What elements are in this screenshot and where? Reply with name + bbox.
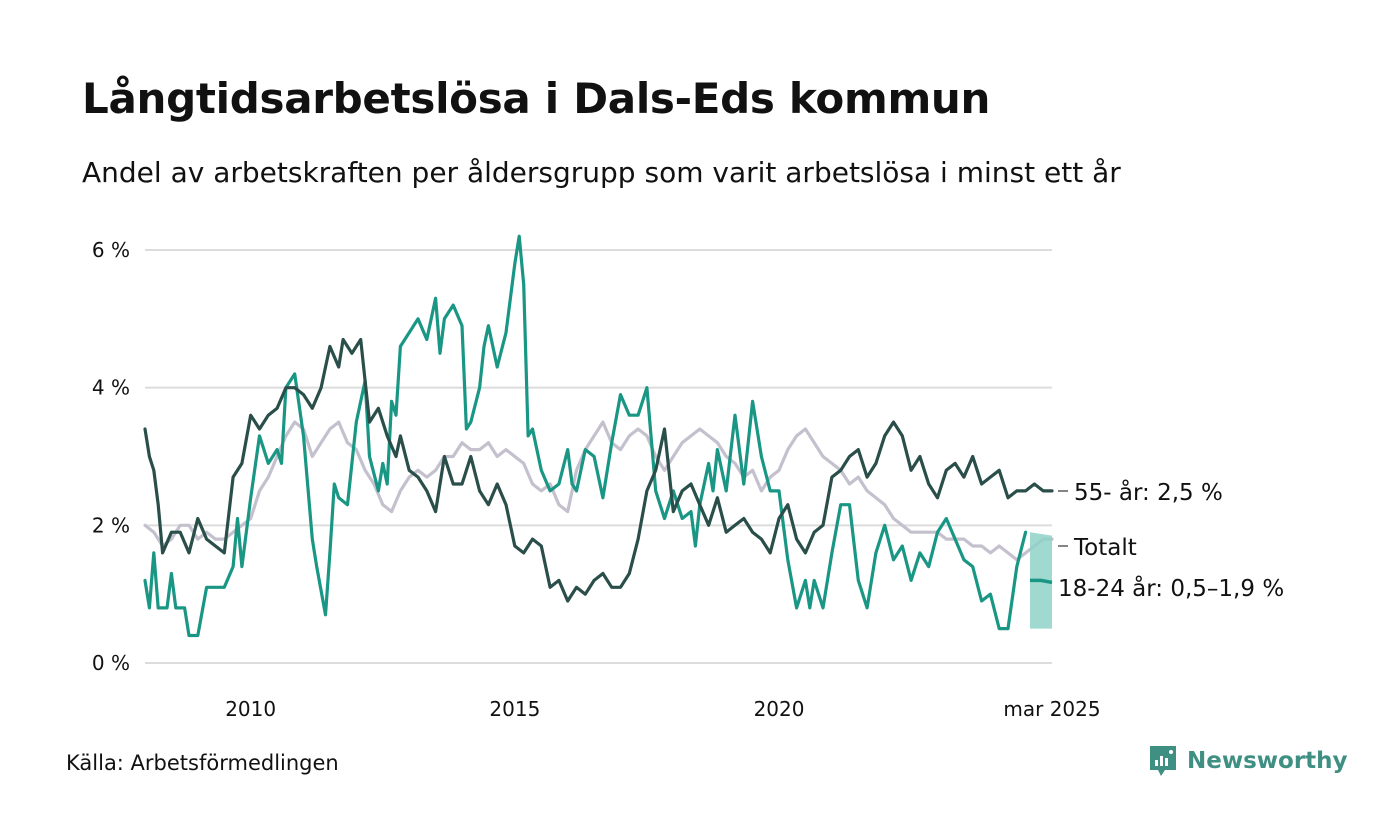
series-2-line (143, 337, 1054, 603)
x-tick-label: mar 2025 (1003, 697, 1100, 721)
x-tick-label: 2015 (489, 697, 540, 721)
y-tick-label: 6 % (92, 238, 130, 262)
y-tick-label: 2 % (92, 513, 130, 537)
series-1-line (143, 234, 1028, 638)
source-note: Källa: Arbetsförmedlingen (66, 751, 339, 775)
series-2-end-label: 55- år: 2,5 % (1074, 478, 1223, 506)
chart-title: Långtidsarbetslösa i Dals-Eds kommun (82, 74, 991, 123)
x-tick-label: 2020 (754, 697, 805, 721)
brand-name: Newsworthy (1187, 748, 1348, 774)
chart-subtitle: Andel av arbetskraften per åldersgrupp s… (82, 156, 1121, 189)
x-tick-label: 2010 (225, 697, 276, 721)
y-tick-label: 0 % (92, 651, 130, 675)
series-0-end-label: Totalt (1073, 535, 1137, 561)
series-1-estimate-line (1029, 578, 1053, 585)
newsworthy-logo-icon (1150, 746, 1176, 776)
brand-logo: Newsworthy (1148, 744, 1348, 778)
series-0-line (143, 420, 1054, 562)
y-tick-label: 4 % (92, 376, 130, 400)
series-1-end-label: 18-24 år: 0,5–1,9 % (1058, 574, 1284, 602)
